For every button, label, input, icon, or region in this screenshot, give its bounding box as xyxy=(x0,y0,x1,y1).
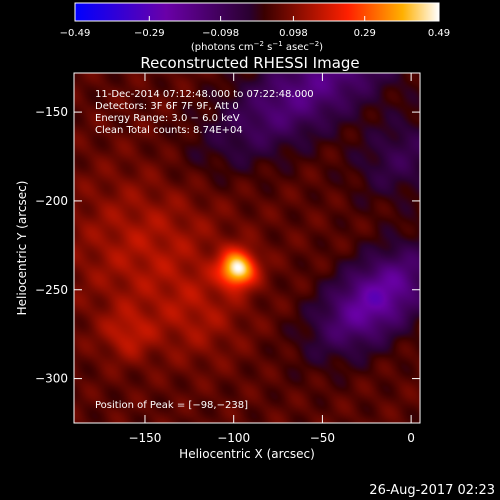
colorbar-frame xyxy=(74,2,440,22)
footer-timestamp: 26-Aug-2017 02:23 xyxy=(369,483,495,498)
annotation-clean-counts: Clean Total counts: 8.74E+04 xyxy=(95,125,243,136)
colorbar-tick-label: 0.29 xyxy=(354,28,376,39)
annotation-time-range: 11-Dec-2014 07:12:48.000 to 07:22:48.000 xyxy=(95,89,314,100)
annotation-detectors: Detectors: 3F 6F 7F 9F, Att 0 xyxy=(95,101,239,112)
peak-position-label: Position of Peak = [−98,−238] xyxy=(95,400,248,411)
y-axis-label: Heliocentric Y (arcsec) xyxy=(15,181,29,316)
x-axis-label: Heliocentric X (arcsec) xyxy=(179,447,315,461)
colorbar-tick-label: 0.098 xyxy=(279,28,308,39)
colorbar-tick-label: −0.49 xyxy=(60,28,91,39)
colorbar-ticks: −0.49 −0.29 −0.098 0.098 0.29 0.49 xyxy=(60,16,450,39)
y-tick-label: −300 xyxy=(35,372,68,386)
x-axis-ticks: −150 −100 −50 0 xyxy=(128,73,415,445)
y-tick-label: −250 xyxy=(35,283,68,297)
x-tick-label: −100 xyxy=(217,431,250,445)
y-tick-label: −200 xyxy=(35,194,68,208)
y-tick-label: −150 xyxy=(35,105,68,119)
colorbar-tick-label: 0.49 xyxy=(428,28,450,39)
colorbar-units: (photons cm−2 s−1 asec−2) xyxy=(191,40,323,53)
annotation-energy-range: Energy Range: 3.0 − 6.0 keV xyxy=(95,113,240,124)
x-tick-label: −150 xyxy=(128,431,161,445)
heatmap-image xyxy=(74,73,420,423)
colorbar xyxy=(75,3,439,21)
y-axis-ticks: −150 −200 −250 −300 xyxy=(35,105,420,386)
x-tick-label: −50 xyxy=(310,431,335,445)
plot-frame xyxy=(73,72,421,424)
colorbar-tick-label: −0.29 xyxy=(134,28,165,39)
x-tick-label: 0 xyxy=(407,431,415,445)
chart-title: Reconstructed RHESSI Image xyxy=(140,54,359,72)
colorbar-tick-label: −0.098 xyxy=(202,28,239,39)
